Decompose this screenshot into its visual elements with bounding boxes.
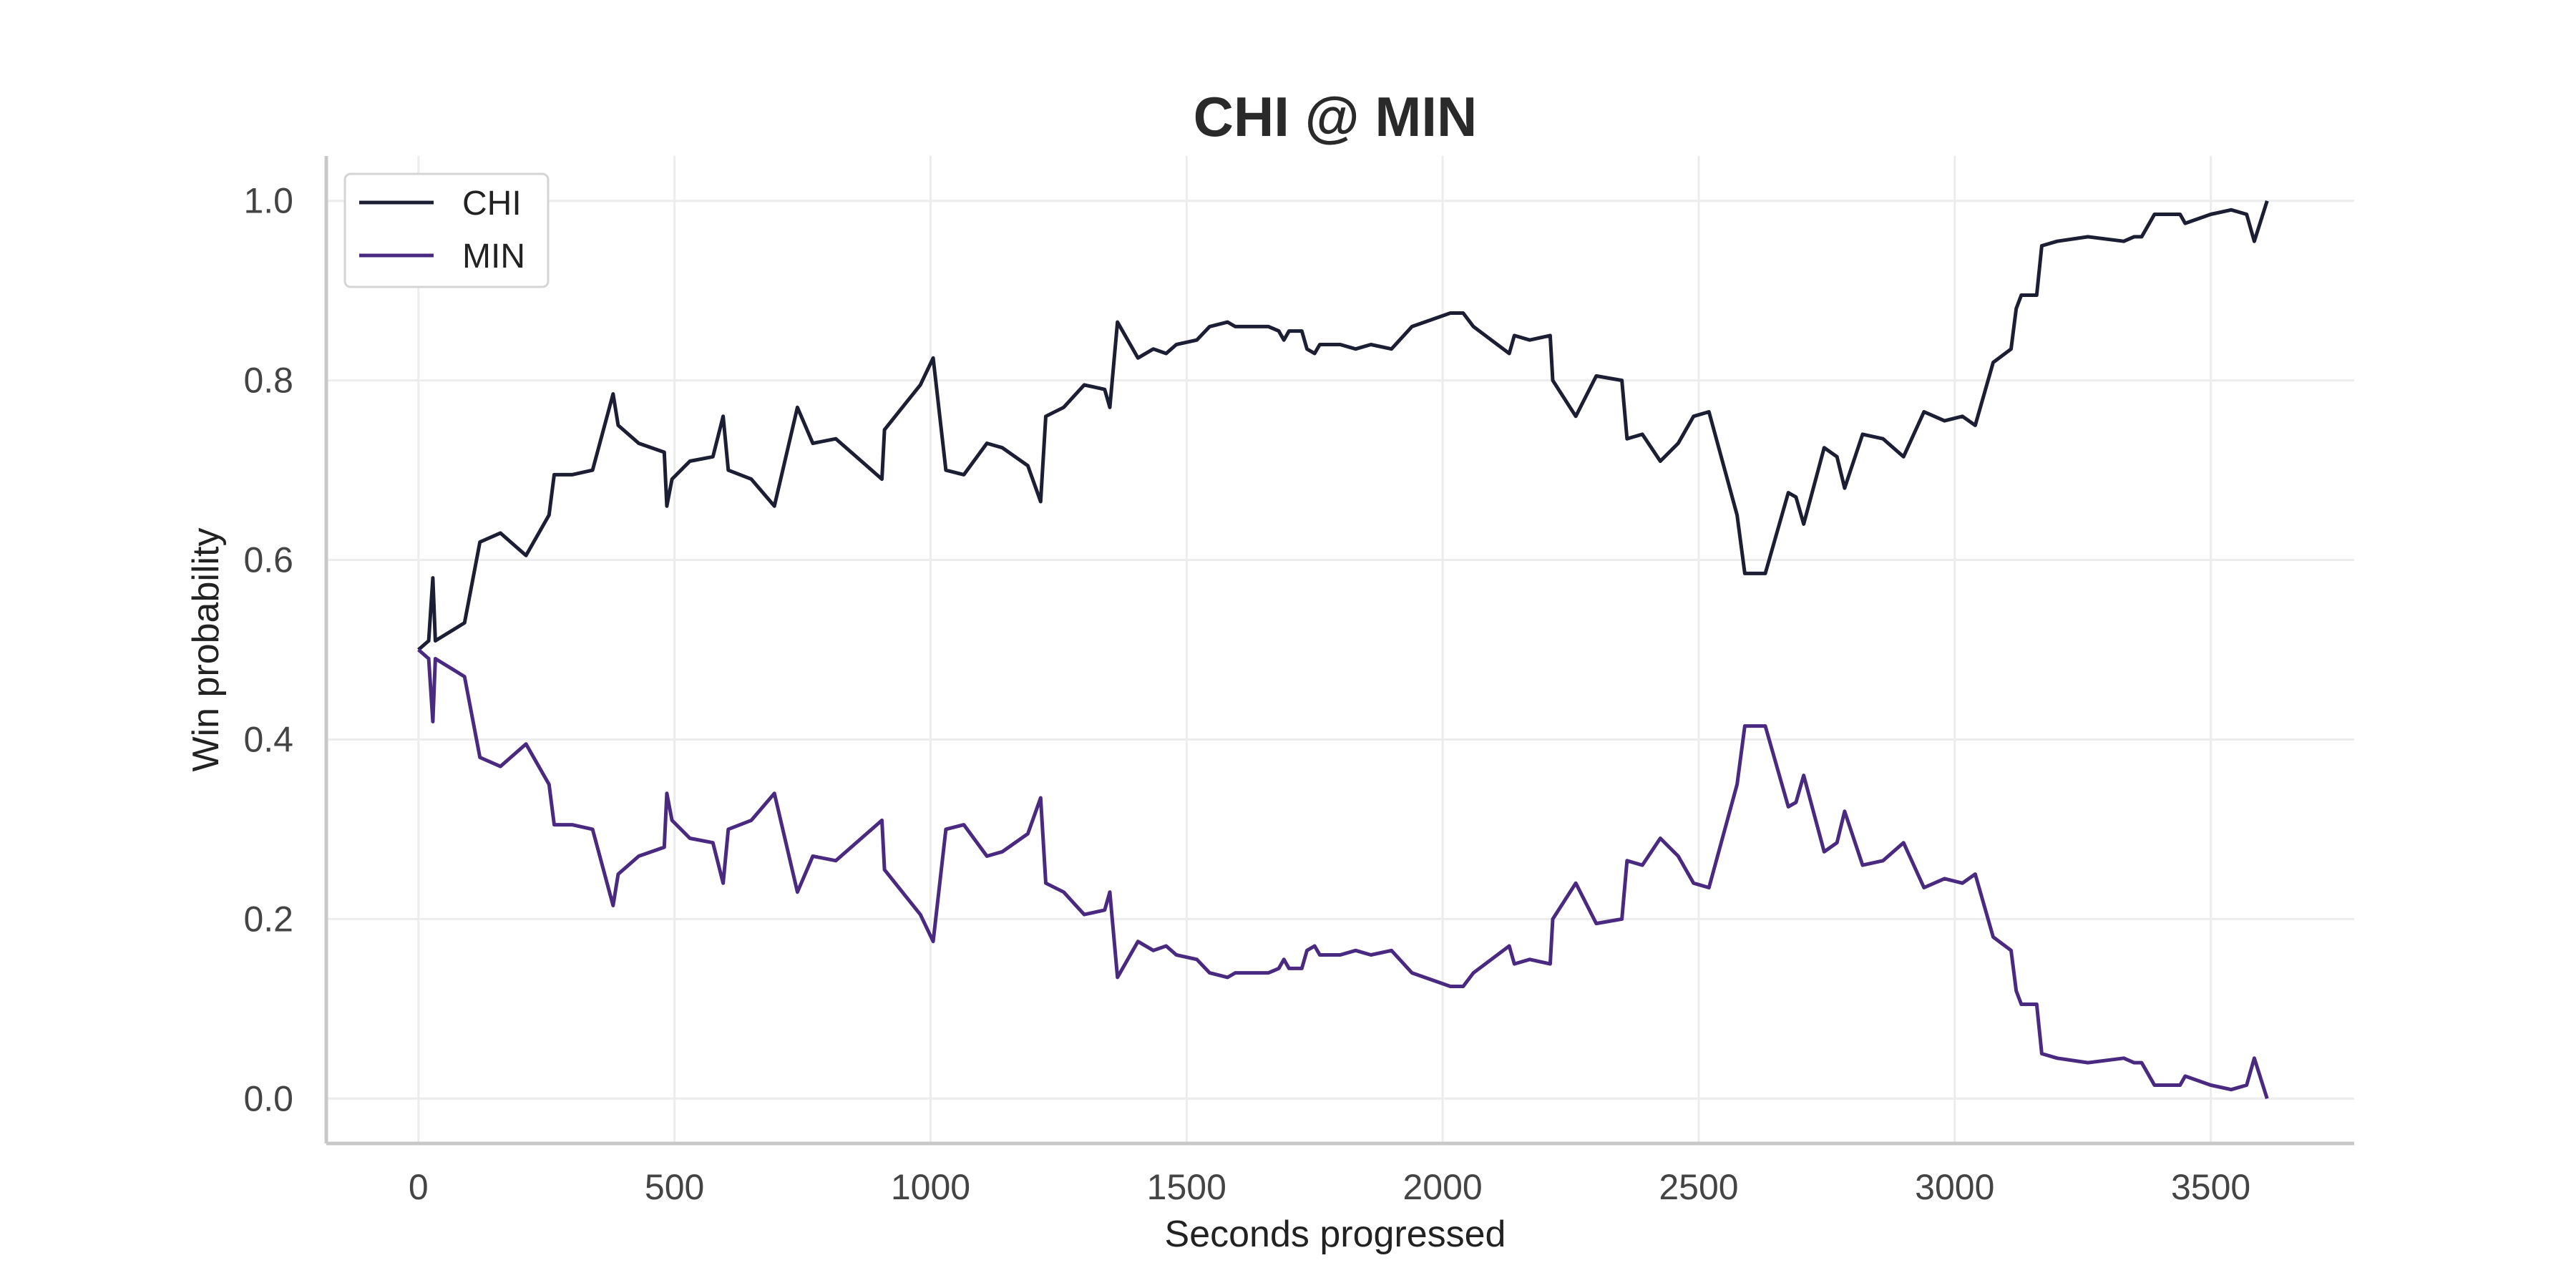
y-tick-label: 0.4 (243, 719, 293, 759)
y-gridlines (326, 200, 2354, 1100)
x-tick-label: 3500 (2171, 1167, 2250, 1207)
x-tick-label: 2000 (1403, 1167, 1483, 1207)
y-tick-label: 0.6 (243, 540, 293, 580)
x-gridlines (417, 156, 2212, 1143)
y-tick-label: 0.0 (243, 1078, 293, 1118)
y-tick-label: 0.8 (243, 361, 293, 401)
legend: CHI MIN (343, 172, 550, 288)
chart-title: CHI @ MIN (1194, 85, 1478, 148)
x-tick-label: 500 (645, 1167, 704, 1207)
x-axis-label: Seconds progressed (1165, 1214, 1506, 1255)
series-lines (417, 200, 2269, 1100)
x-tick-label: 1500 (1147, 1167, 1226, 1207)
x-tick-labels: 0 500 1000 1500 2000 2500 3000 3500 (409, 1167, 2250, 1207)
y-tick-label: 0.2 (243, 899, 293, 939)
series-line-chi (417, 200, 2269, 651)
legend-label-min: MIN (462, 238, 525, 275)
series-line-min (417, 648, 2269, 1100)
y-tick-label: 1.0 (243, 181, 293, 221)
x-tick-label: 3000 (1915, 1167, 1994, 1207)
x-tick-label: 2500 (1659, 1167, 1738, 1207)
x-tick-label: 0 (409, 1167, 429, 1207)
y-tick-labels: 0.0 0.2 0.4 0.6 0.8 1.0 (243, 181, 293, 1119)
legend-label-chi: CHI (462, 185, 522, 223)
x-tick-label: 1000 (891, 1167, 970, 1207)
y-axis-label: Win probability (185, 527, 227, 771)
